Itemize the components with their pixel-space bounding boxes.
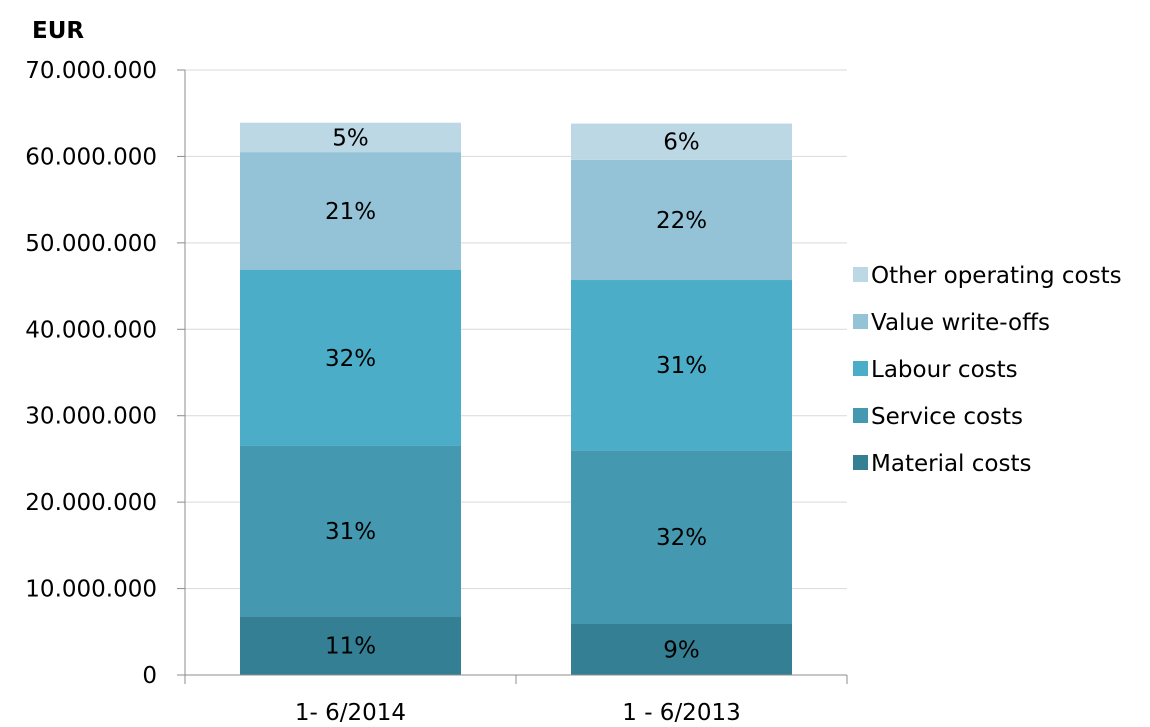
legend-swatch	[853, 455, 868, 470]
bar-segment	[571, 624, 792, 675]
data-label: 31%	[325, 519, 376, 545]
bar-segment	[240, 616, 461, 675]
legend-label: Value write-offs	[871, 310, 1050, 336]
legend: Other operating costs Value write-offs Lab…	[853, 263, 1122, 477]
x-tick-label: 1 - 6/2013	[622, 700, 740, 726]
bars	[240, 122, 792, 675]
legend-label: Other operating costs	[871, 263, 1122, 289]
y-tick-label: 10.000.000	[25, 577, 157, 603]
legend-swatch	[853, 267, 868, 282]
bar-segment	[240, 445, 461, 617]
y-tick-label: 30.000.000	[25, 404, 157, 430]
bar-segment	[240, 122, 461, 153]
y-tick-labels: 0 10.000.000 20.000.000 30.000.000 40.000.00…	[25, 58, 185, 689]
y-tick-label: 0	[142, 663, 157, 689]
x-tick-labels: 1- 6/2014 1 - 6/2013	[295, 700, 741, 726]
legend-swatch	[853, 361, 868, 376]
legend-swatch	[853, 314, 868, 329]
bar-segment	[240, 269, 461, 446]
y-tick-label: 20.000.000	[25, 490, 157, 516]
data-label: 31%	[656, 353, 707, 379]
data-label: 22%	[656, 208, 707, 234]
bar-segment	[571, 450, 792, 625]
data-label: 11%	[325, 634, 376, 660]
x-tick-label: 1- 6/2014	[295, 700, 406, 726]
legend-swatch	[853, 408, 868, 423]
data-label: 32%	[325, 346, 376, 372]
bar-segment	[240, 152, 461, 270]
segment-labels: 11% 31% 32% 21% 5% 9% 32% 31% 22% 6%	[325, 125, 707, 663]
y-tick-label: 70.000.000	[25, 58, 157, 84]
y-axis-label: EUR	[32, 18, 84, 44]
data-label: 5%	[332, 125, 369, 151]
data-label: 21%	[325, 199, 376, 225]
y-tick-label: 50.000.000	[25, 231, 157, 257]
axes	[184, 70, 848, 684]
bar-segment	[571, 123, 792, 160]
bar-segment	[571, 159, 792, 281]
legend-label: Service costs	[871, 404, 1023, 430]
data-label: 32%	[656, 525, 707, 551]
y-tick-label: 40.000.000	[25, 317, 157, 343]
bar-segment	[571, 280, 792, 451]
y-tick-label: 60.000.000	[25, 144, 157, 170]
legend-label: Material costs	[871, 451, 1031, 477]
data-label: 6%	[663, 130, 700, 156]
data-label: 9%	[663, 638, 700, 664]
legend-label: Labour costs	[871, 357, 1018, 383]
